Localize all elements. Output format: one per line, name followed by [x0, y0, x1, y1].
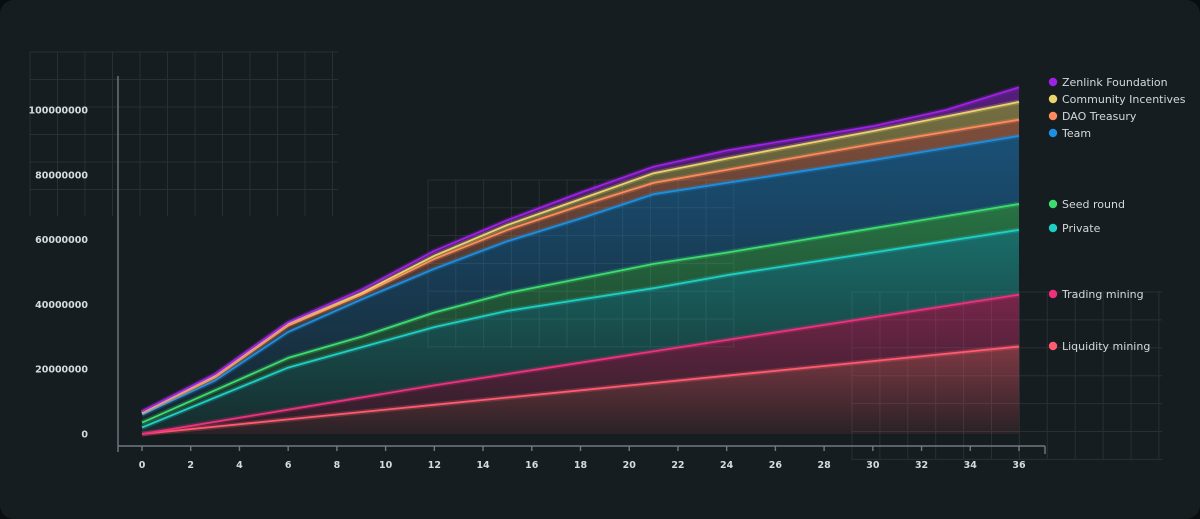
series-line-team	[141, 135, 1020, 416]
x-tick-label: 28	[817, 460, 831, 471]
x-tick-label: 24	[720, 460, 734, 471]
x-tick-label: 8	[334, 460, 341, 471]
area-band-team	[142, 135, 1019, 423]
legend-item-private: Private	[1048, 222, 1101, 235]
x-tick-label: 18	[574, 460, 588, 471]
x-tick-label: 20	[623, 460, 637, 471]
legend-marker	[1048, 94, 1058, 104]
x-tick-label: 36	[1012, 460, 1026, 471]
legend-item-dao-treasury: DAO Treasury	[1048, 110, 1137, 123]
legend-label: Team	[1061, 127, 1091, 140]
area-band-seed-round	[142, 204, 1019, 428]
legend-label: Zenlink Foundation	[1062, 76, 1168, 89]
axes	[117, 76, 1046, 454]
legend-item-zenlink-foundation: Zenlink Foundation	[1048, 76, 1168, 89]
area-band-community-incentives	[142, 101, 1019, 413]
legend-item-trading-mining: Trading mining	[1048, 288, 1144, 301]
x-tick-label: 6	[285, 460, 292, 471]
series-line-seed-round	[141, 203, 1020, 424]
series-lines	[140, 84, 1020, 437]
y-tick-label: 100000000	[29, 106, 89, 117]
legend-label: Private	[1062, 222, 1101, 235]
legend-label: Seed round	[1062, 198, 1125, 211]
x-tick-label: 4	[236, 460, 243, 471]
x-tick-label: 34	[964, 460, 978, 471]
legend-marker	[1048, 111, 1058, 121]
legend-item-liquidity-mining: Liquidity mining	[1048, 340, 1150, 353]
legend-item-community-incentives: Community Incentives	[1048, 93, 1186, 106]
x-tick-label: 12	[428, 460, 441, 471]
y-tick-label: 20000000	[35, 365, 88, 376]
series-line-dao-treasury	[141, 118, 1020, 414]
series-line-private	[141, 229, 1020, 429]
legend: Zenlink Foundation Community Incentives DA…	[1048, 76, 1186, 353]
y-tick-label: 40000000	[35, 300, 88, 311]
area-band-dao-treasury	[142, 119, 1019, 415]
legend-label: DAO Treasury	[1062, 110, 1137, 123]
x-tick-labels: 0 2 4 6 8 10 12 14 16 18 20 22 24 26 28 30 32 34 36	[139, 446, 1026, 471]
x-tick-label: 22	[671, 460, 684, 471]
series-line-liquidity-mining	[141, 345, 1020, 435]
x-tick-label: 2	[187, 460, 194, 471]
x-tick-label: 10	[379, 460, 393, 471]
area-band-private	[142, 229, 1019, 434]
legend-item-team: Team	[1048, 127, 1091, 140]
y-tick-label: 60000000	[35, 235, 88, 246]
legend-marker	[1048, 77, 1058, 87]
y-tick-labels: 0 20000000 40000000 60000000 80000000 1000000…	[29, 106, 89, 441]
x-tick-label: 14	[476, 460, 490, 471]
y-tick-label: 0	[81, 430, 88, 441]
legend-marker	[1048, 128, 1058, 138]
x-tick-label: 32	[915, 460, 928, 471]
legend-marker	[1048, 199, 1058, 209]
series-line-zenlink-foundation	[141, 86, 1020, 413]
grid-patch-top-left	[29, 51, 338, 216]
legend-label: Community Incentives	[1062, 93, 1186, 106]
x-tick-label: 16	[525, 460, 539, 471]
legend-item-seed-round: Seed round	[1048, 198, 1125, 211]
series-line-trading-mining	[141, 293, 1020, 435]
x-tick-label: 26	[769, 460, 783, 471]
legend-marker	[1048, 289, 1058, 299]
x-tick-label: 30	[866, 460, 880, 471]
legend-marker	[1048, 341, 1058, 351]
series-line-community-incentives	[141, 101, 1020, 414]
legend-marker	[1048, 223, 1058, 233]
legend-label: Liquidity mining	[1062, 340, 1150, 353]
x-tick-label: 0	[139, 460, 146, 471]
y-tick-label: 80000000	[35, 170, 88, 181]
legend-label: Trading mining	[1061, 288, 1144, 301]
